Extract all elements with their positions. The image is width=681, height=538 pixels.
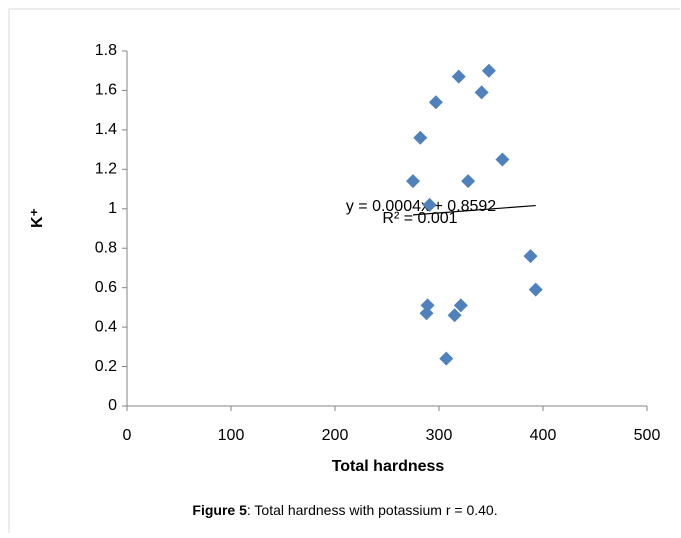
trend-r-squared: R² = 0.001 bbox=[382, 210, 457, 227]
y-tick-label: 1 bbox=[108, 200, 117, 217]
x-tick-label: 200 bbox=[322, 427, 349, 444]
x-tick-label: 100 bbox=[218, 427, 245, 444]
y-tick-label: 1.8 bbox=[95, 42, 117, 59]
caption-text: : Total hardness with potassium r = 0.40… bbox=[247, 502, 498, 518]
point bbox=[428, 95, 443, 110]
x-tick-label: 300 bbox=[426, 427, 453, 444]
point bbox=[422, 197, 437, 212]
point bbox=[495, 152, 510, 167]
y-tick-label: 0.4 bbox=[95, 318, 117, 335]
point bbox=[461, 174, 476, 189]
x-axis-label: Total hardness bbox=[332, 458, 445, 475]
caption-label: Figure 5 bbox=[192, 502, 247, 518]
y-tick-label: 1.4 bbox=[95, 121, 117, 138]
x-tick-label: 400 bbox=[530, 427, 557, 444]
point bbox=[413, 130, 428, 145]
point bbox=[451, 69, 466, 84]
point bbox=[439, 351, 454, 366]
x-tick-label: 0 bbox=[123, 427, 132, 444]
point bbox=[406, 174, 420, 189]
y-tick-label: 1.6 bbox=[95, 82, 117, 99]
point bbox=[419, 306, 434, 321]
y-tick-label: 1.2 bbox=[95, 161, 117, 178]
y-tick-label: 0 bbox=[108, 397, 117, 414]
x-tick-label: 500 bbox=[634, 427, 661, 444]
y-tick-label: 0.6 bbox=[95, 279, 117, 296]
caption: Figure 5: Total hardness with potassium … bbox=[192, 502, 497, 518]
y-tick-label: 0.2 bbox=[95, 358, 117, 375]
y-axis-label: K⁺ bbox=[29, 208, 46, 228]
point bbox=[447, 308, 462, 323]
frame bbox=[8, 8, 680, 533]
point bbox=[523, 249, 538, 264]
point bbox=[453, 298, 468, 313]
point bbox=[481, 63, 496, 78]
point bbox=[474, 85, 489, 100]
y-tick-label: 0.8 bbox=[95, 239, 117, 256]
trendline bbox=[412, 204, 536, 216]
point bbox=[528, 282, 543, 297]
